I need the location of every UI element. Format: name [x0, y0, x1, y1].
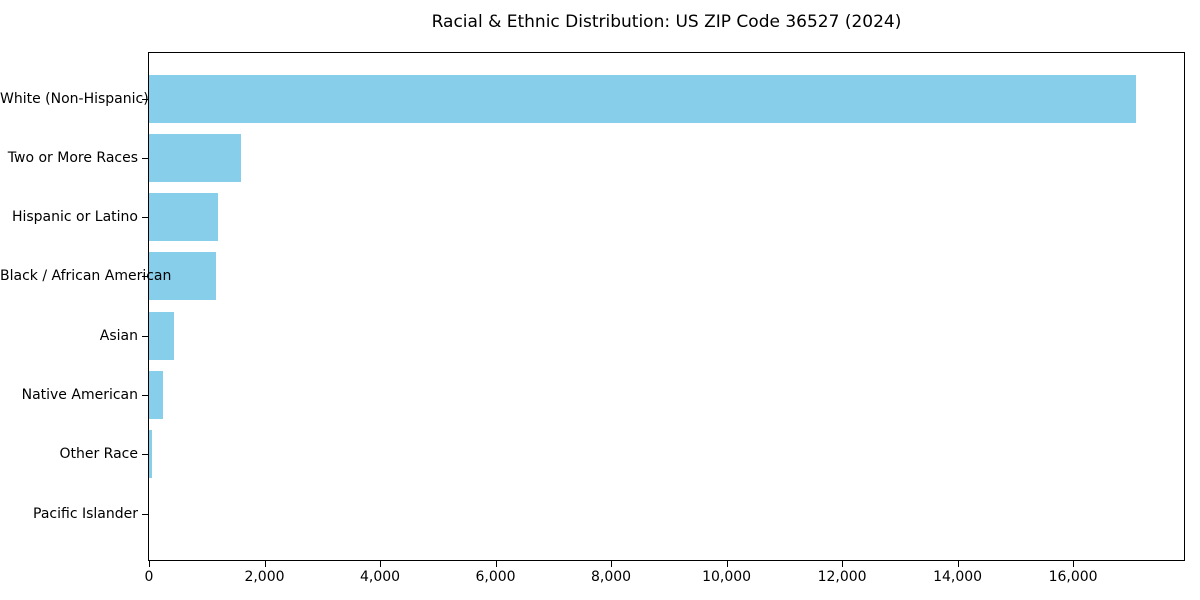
y-label-white-non-hispanic: White (Non-Hispanic) [0, 90, 149, 107]
y-tickmark [142, 395, 148, 396]
x-tickmark [264, 561, 266, 567]
x-label-16000: 16,000 [1048, 569, 1098, 585]
y-label-hispanic-or-latino: Hispanic or Latino [11, 209, 138, 226]
y-label-two-or-more-races: Two or More Races [7, 149, 138, 166]
bar-hispanic-or-latino [149, 193, 218, 242]
x-tickmark [842, 561, 844, 567]
y-label-pacific-islander: Pacific Islander [33, 505, 138, 522]
x-label-2000: 2,000 [244, 569, 285, 585]
bar-asian [149, 311, 174, 360]
bar-white-non-hispanic [149, 74, 1137, 123]
x-label-14000: 14,000 [933, 569, 983, 585]
x-label-8000: 8,000 [591, 569, 632, 585]
x-label-6000: 6,000 [475, 569, 516, 585]
y-tickmark [142, 335, 148, 337]
bar-two-or-more-races [149, 133, 241, 182]
y-tickmark [142, 454, 148, 456]
y-label-black-african-american: Black / African American [0, 268, 172, 285]
x-tickmark [380, 561, 382, 567]
chart-title: Racial & Ethnic Distribution: US ZIP Cod… [431, 12, 902, 32]
y-tickmark [142, 98, 148, 100]
x-label-10000: 10,000 [702, 569, 752, 585]
bar-other-race [149, 430, 152, 479]
bar-native-american [149, 371, 163, 419]
y-tickmark [142, 157, 148, 159]
y-tickmark [142, 276, 148, 278]
x-tickmark [1073, 561, 1075, 567]
y-axis-labels: White (Non-Hispanic) Two or More Races His… [0, 52, 172, 561]
y-label-other-race: Other Race [59, 446, 138, 463]
y-tickmark [142, 217, 148, 219]
x-label-4000: 4,000 [359, 569, 401, 585]
y-label-native-american: Native American [21, 387, 138, 403]
x-tickmark [726, 561, 728, 567]
x-label-12000: 12,000 [817, 569, 867, 585]
plot-area [148, 52, 1185, 561]
x-tickmark [149, 561, 150, 567]
y-tickmark [142, 513, 148, 515]
x-tickmark [611, 561, 613, 567]
x-label-0: 0 [144, 569, 154, 585]
y-label-asian: Asian [99, 327, 138, 344]
bar-black-african-american [149, 252, 216, 301]
x-tickmark [957, 561, 959, 567]
x-tickmark [495, 561, 497, 567]
